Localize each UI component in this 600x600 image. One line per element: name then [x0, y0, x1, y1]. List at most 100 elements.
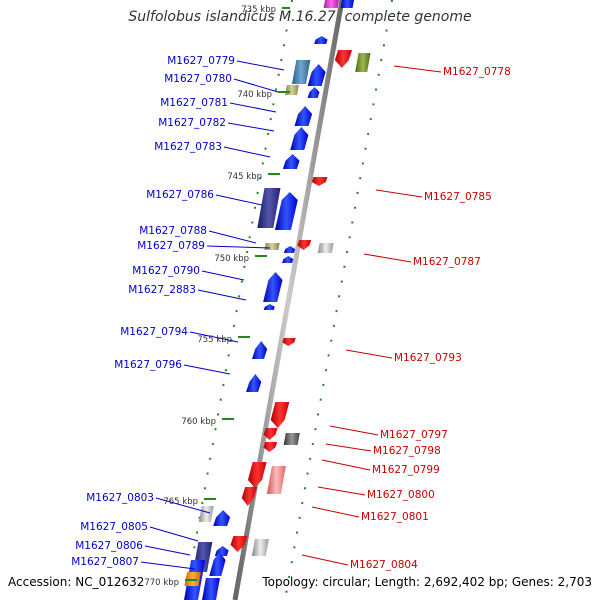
- gene-block: [241, 487, 258, 506]
- gene-label-left[interactable]: M1627_0796: [114, 359, 182, 371]
- gene-label-left[interactable]: M1627_2883: [128, 284, 196, 296]
- leader-line-left: [227, 122, 275, 132]
- gene-block: [214, 546, 229, 556]
- leader-line-right: [329, 425, 379, 436]
- gene-label-left[interactable]: M1627_0788: [139, 225, 207, 237]
- gene-block: [334, 50, 353, 68]
- gene-block: [282, 338, 296, 346]
- leader-line-right: [393, 65, 442, 73]
- gene-label-left[interactable]: M1627_0779: [167, 55, 235, 67]
- leader-line-left: [149, 526, 199, 542]
- kbp-tick-label: 745 kbp: [227, 172, 262, 182]
- gene-block: [294, 106, 313, 126]
- gene-block: [307, 87, 320, 98]
- gene-label-left[interactable]: M1627_0807: [71, 556, 139, 568]
- gene-block: [283, 433, 300, 445]
- leader-line-left: [206, 245, 271, 249]
- gene-label-right[interactable]: M1627_0801: [361, 511, 429, 523]
- gene-block: [198, 506, 214, 522]
- gene-block: [314, 36, 328, 44]
- gene-block: [263, 428, 278, 440]
- gene-label-left[interactable]: M1627_0806: [75, 540, 143, 552]
- gene-label-right[interactable]: M1627_0778: [443, 66, 511, 78]
- gene-label-left[interactable]: M1627_0794: [120, 326, 188, 338]
- leader-line-right: [375, 189, 423, 198]
- leader-line-left: [201, 270, 245, 281]
- leader-line-left: [229, 102, 277, 113]
- gene-block: [257, 188, 281, 228]
- gene-block: [297, 240, 312, 250]
- leader-line-left: [236, 60, 285, 71]
- gene-label-right[interactable]: M1627_0787: [413, 256, 481, 268]
- gene-label-right[interactable]: M1627_0800: [367, 489, 435, 501]
- gene-block: [263, 442, 278, 452]
- gene-label-left[interactable]: M1627_0805: [80, 521, 148, 533]
- leader-line-left: [223, 146, 271, 158]
- gene-block: [247, 462, 267, 488]
- gene-block: [251, 539, 269, 556]
- gene-block: [292, 60, 311, 84]
- gene-block: [285, 85, 299, 95]
- gene-label-left[interactable]: M1627_0780: [164, 73, 232, 85]
- leader-line-right: [321, 459, 371, 471]
- gene-label-right[interactable]: M1627_0798: [373, 445, 441, 457]
- leader-line-left: [215, 194, 263, 206]
- gene-block: [274, 192, 298, 230]
- gene-label-right[interactable]: M1627_0804: [350, 559, 418, 571]
- accession-text: Accession: NC_012632: [8, 575, 145, 589]
- leader-line-left: [183, 364, 231, 375]
- leader-line-right: [311, 506, 360, 518]
- kbp-tick-label: 735 kbp: [241, 5, 276, 15]
- leader-line-left: [144, 545, 191, 556]
- gene-block: [230, 536, 248, 552]
- gene-block: [290, 127, 309, 150]
- leader-line-right: [317, 486, 366, 496]
- gene-block: [263, 272, 283, 302]
- gene-label-left[interactable]: M1627_0782: [158, 117, 226, 129]
- leader-line-left: [189, 331, 239, 343]
- gene-block: [251, 341, 268, 359]
- leader-line-left: [233, 78, 279, 93]
- gene-label-right[interactable]: M1627_0793: [394, 352, 462, 364]
- map-title: Sulfolobus islandicus M.16.27, complete …: [128, 9, 472, 25]
- gene-label-right[interactable]: M1627_0785: [424, 191, 492, 203]
- inner-right-track: [284, 0, 393, 600]
- leader-line-left: [155, 497, 211, 514]
- leader-line-left: [140, 561, 196, 570]
- gene-block: [323, 0, 339, 8]
- leader-line-right: [325, 443, 372, 452]
- gene-block: [283, 246, 296, 253]
- leader-line-right: [363, 253, 412, 263]
- leader-line-left: [197, 289, 247, 301]
- gene-block: [263, 304, 275, 310]
- gene-block: [340, 0, 354, 8]
- gene-block: [311, 177, 328, 186]
- leader-line-right: [301, 554, 349, 566]
- gene-block: [282, 256, 294, 263]
- gene-label-right[interactable]: M1627_0797: [380, 429, 448, 441]
- gene-block: [355, 53, 371, 72]
- topology-text: Topology: circular; Length: 2,692,402 bp…: [262, 575, 592, 589]
- gene-block: [246, 374, 262, 392]
- gene-label-left[interactable]: M1627_0781: [160, 97, 228, 109]
- leader-line-left: [208, 230, 257, 244]
- gene-label-left[interactable]: M1627_0789: [137, 240, 205, 252]
- kbp-tick-label: 750 kbp: [214, 254, 249, 264]
- gene-block: [266, 466, 286, 494]
- gene-label-left[interactable]: M1627_0786: [146, 189, 214, 201]
- gene-block: [307, 64, 326, 86]
- gene-label-right[interactable]: M1627_0799: [372, 464, 440, 476]
- kbp-tick-label: 765 kbp: [163, 497, 198, 507]
- gene-block: [317, 243, 334, 253]
- kbp-tick-label: 740 kbp: [237, 90, 272, 100]
- gene-block: [213, 510, 231, 526]
- leader-line-right: [345, 349, 393, 359]
- gene-label-left[interactable]: M1627_0783: [154, 141, 222, 153]
- kbp-tick-label: 760 kbp: [181, 417, 216, 427]
- gene-block: [282, 154, 300, 169]
- gene-block: [264, 243, 280, 250]
- gene-label-left[interactable]: M1627_0790: [132, 265, 200, 277]
- gene-label-left[interactable]: M1627_0803: [86, 492, 154, 504]
- genome-axis: [232, 0, 345, 600]
